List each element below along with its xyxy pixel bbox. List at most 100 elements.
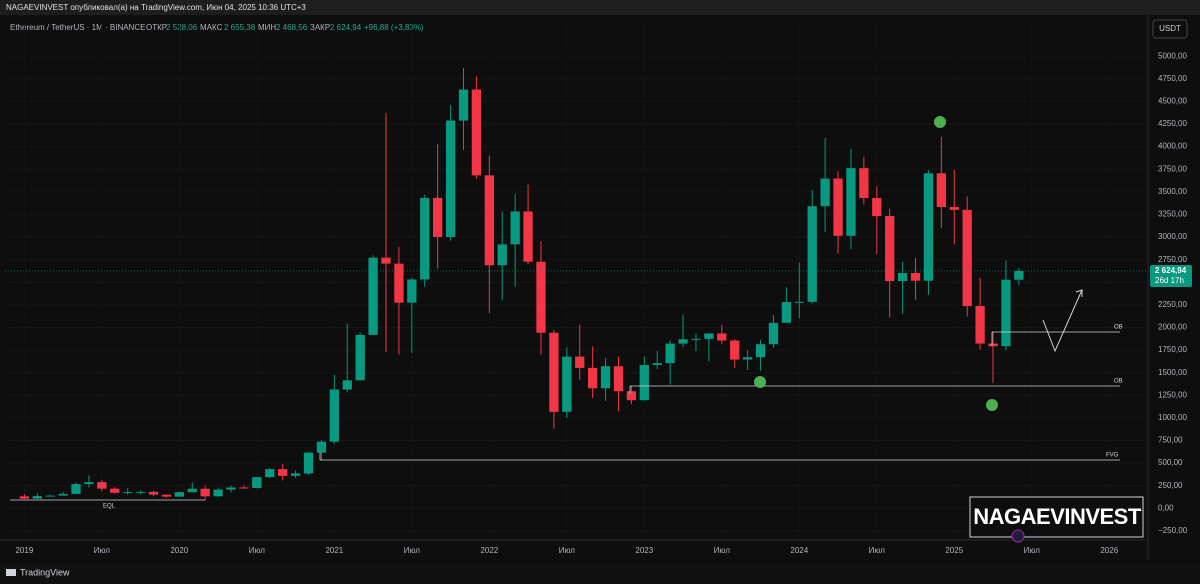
candle-body [639, 365, 649, 401]
candle-body [600, 366, 611, 389]
candle-body [265, 469, 275, 478]
candle-body [342, 380, 352, 390]
watermark: NAGAEVINVEST [973, 504, 1142, 529]
candle-body [148, 491, 159, 495]
y-tick-label: 3500,00 [1158, 187, 1187, 196]
candle-body [781, 302, 792, 323]
y-tick-label: 250,00 [1158, 481, 1183, 490]
x-tick-label: 2020 [170, 546, 188, 555]
open-value: 2 528,06 [166, 23, 198, 32]
x-tick-label: 2024 [790, 546, 808, 555]
y-tick-label: 1500,00 [1158, 368, 1187, 377]
x-tick-label: 2026 [1100, 546, 1118, 555]
y-tick-label: −250,00 [1158, 526, 1188, 535]
tv-logo [6, 569, 16, 576]
candle-body [962, 209, 972, 307]
price-label: 2 624,94 [1155, 266, 1187, 275]
candle-body [433, 197, 443, 237]
candle-body [290, 473, 301, 476]
candle-body [135, 491, 146, 493]
open-label: ОТКР [146, 23, 167, 32]
close-label: ЗАКР [310, 23, 330, 32]
candle-body [394, 263, 404, 303]
candle-body [213, 489, 223, 497]
close-value: 2 624,94 [330, 23, 362, 32]
candle-body [575, 356, 585, 368]
y-tick-label: 0,00 [1158, 503, 1174, 512]
symbol: Ethereum / TetherUS · 1M · BINANCE [10, 23, 145, 32]
candle-body [536, 261, 546, 333]
candle-body [988, 343, 998, 347]
candle-body [820, 178, 830, 207]
candle-body [704, 333, 714, 339]
candle-body [278, 469, 288, 476]
candle-body [975, 306, 985, 344]
candle-body [471, 89, 482, 176]
candle-body [71, 484, 81, 494]
y-tick-label: 4750,00 [1158, 74, 1187, 83]
candle-body [626, 391, 637, 401]
marker-dot [934, 116, 946, 128]
publisher: NAGAEVINVEST опубликовал(а) на TradingVi… [6, 3, 306, 12]
candle-body [678, 339, 688, 344]
annotation: OB [1114, 325, 1123, 331]
x-tick-label: Июл [1024, 546, 1041, 555]
candle-body [19, 496, 30, 499]
high-label: МАКС [200, 23, 223, 32]
y-tick-label: 3000,00 [1158, 232, 1187, 241]
annotation: FVG [1106, 453, 1119, 459]
candle-body [549, 332, 559, 412]
y-tick-label: 1750,00 [1158, 345, 1187, 354]
candle-body [936, 173, 947, 208]
candle-body [833, 178, 843, 236]
x-tick-label: Июл [94, 546, 111, 555]
candle-body [32, 496, 42, 499]
price-label-box [1150, 264, 1192, 287]
candle-body [445, 120, 456, 237]
candle-body [110, 488, 120, 493]
candle-body [161, 494, 172, 497]
high-value: 2 655,38 [224, 23, 256, 32]
candle-body [174, 492, 185, 497]
publisher-bar [0, 0, 1200, 15]
annotation: EQL [103, 504, 116, 510]
currency-box[interactable] [1152, 19, 1188, 39]
y-tick-label: 4000,00 [1158, 142, 1187, 151]
candle-body [510, 211, 520, 245]
low-label: МИН [258, 23, 276, 32]
candle-body [58, 493, 68, 496]
y-tick-label: 2000,00 [1158, 323, 1187, 332]
candle-body [523, 211, 533, 262]
drawings: OB OB FVG EQL [10, 116, 1123, 510]
y-tick-label: 500,00 [1158, 458, 1183, 467]
candle-body [691, 338, 701, 340]
candle-body [755, 344, 766, 358]
footer-bar [0, 562, 1200, 584]
y-tick-label: 2250,00 [1158, 300, 1187, 309]
y-tick-label: 3750,00 [1158, 164, 1187, 173]
candle-body [355, 334, 365, 381]
candle-body [859, 168, 869, 198]
x-tick-label: Июл [559, 546, 576, 555]
candle-body [1014, 270, 1024, 280]
y-tick-label: 1250,00 [1158, 390, 1187, 399]
candle-body [742, 357, 753, 360]
currency: USDT [1159, 24, 1181, 33]
candle-body [885, 216, 895, 282]
candle-body [897, 273, 908, 282]
candle-body [652, 363, 662, 366]
y-tick-label: 750,00 [1158, 436, 1183, 445]
x-tick-label: Июл [404, 546, 421, 555]
x-tick-label: Июл [869, 546, 886, 555]
x-tick-label: 2023 [635, 546, 653, 555]
annotation: OB [1114, 379, 1123, 385]
event-icon[interactable] [1011, 529, 1025, 543]
candle-body [45, 495, 55, 497]
candle-body [381, 257, 391, 264]
y-tick-label: 4500,00 [1158, 97, 1187, 106]
candle-body [497, 244, 507, 266]
candle-body [923, 173, 934, 281]
